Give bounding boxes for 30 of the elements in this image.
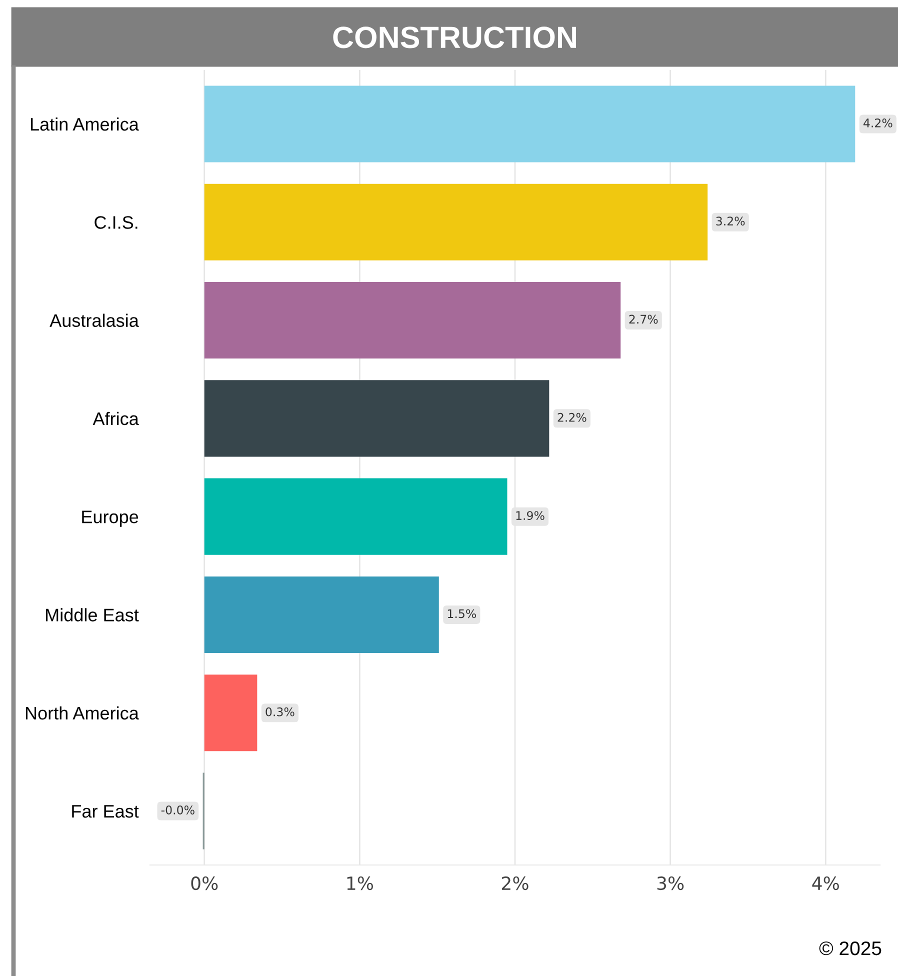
x-tick-label: 1% [347, 876, 374, 890]
y-tick-label: Middle East [46, 608, 139, 622]
bar [204, 674, 258, 752]
data-label: -0.0% [161, 806, 194, 814]
data-label: 2.7% [629, 314, 658, 324]
y-tick-label: North America [26, 706, 139, 720]
y-tick-label: Europe [82, 510, 138, 527]
bar [204, 282, 621, 359]
chart-title: CONSTRUCTION [333, 26, 576, 48]
x-tick-label: 3% [657, 876, 684, 890]
data-label: 0.3% [266, 707, 294, 716]
bar [204, 184, 708, 260]
bar [204, 576, 439, 653]
bar [204, 380, 550, 457]
y-tick-label: C.I.S. [94, 216, 138, 229]
data-label: 1.5% [448, 609, 476, 618]
data-label: 2.2% [558, 412, 586, 422]
data-label: 4.2% [863, 118, 892, 128]
x-tick-label: 4% [812, 876, 839, 890]
bar [204, 478, 508, 555]
bar [204, 86, 856, 162]
y-tick-label: Latin America [30, 117, 139, 131]
y-tick-label: Far East [72, 805, 139, 818]
y-tick-label: Africa [92, 412, 139, 426]
text: © 2025 [819, 941, 882, 956]
x-tick-label: 0% [191, 876, 218, 890]
x-tick-label: 2% [502, 876, 528, 890]
data-label: 1.9% [516, 511, 544, 520]
data-label: 3.2% [716, 216, 745, 226]
y-tick-label: Australasia [50, 314, 139, 327]
